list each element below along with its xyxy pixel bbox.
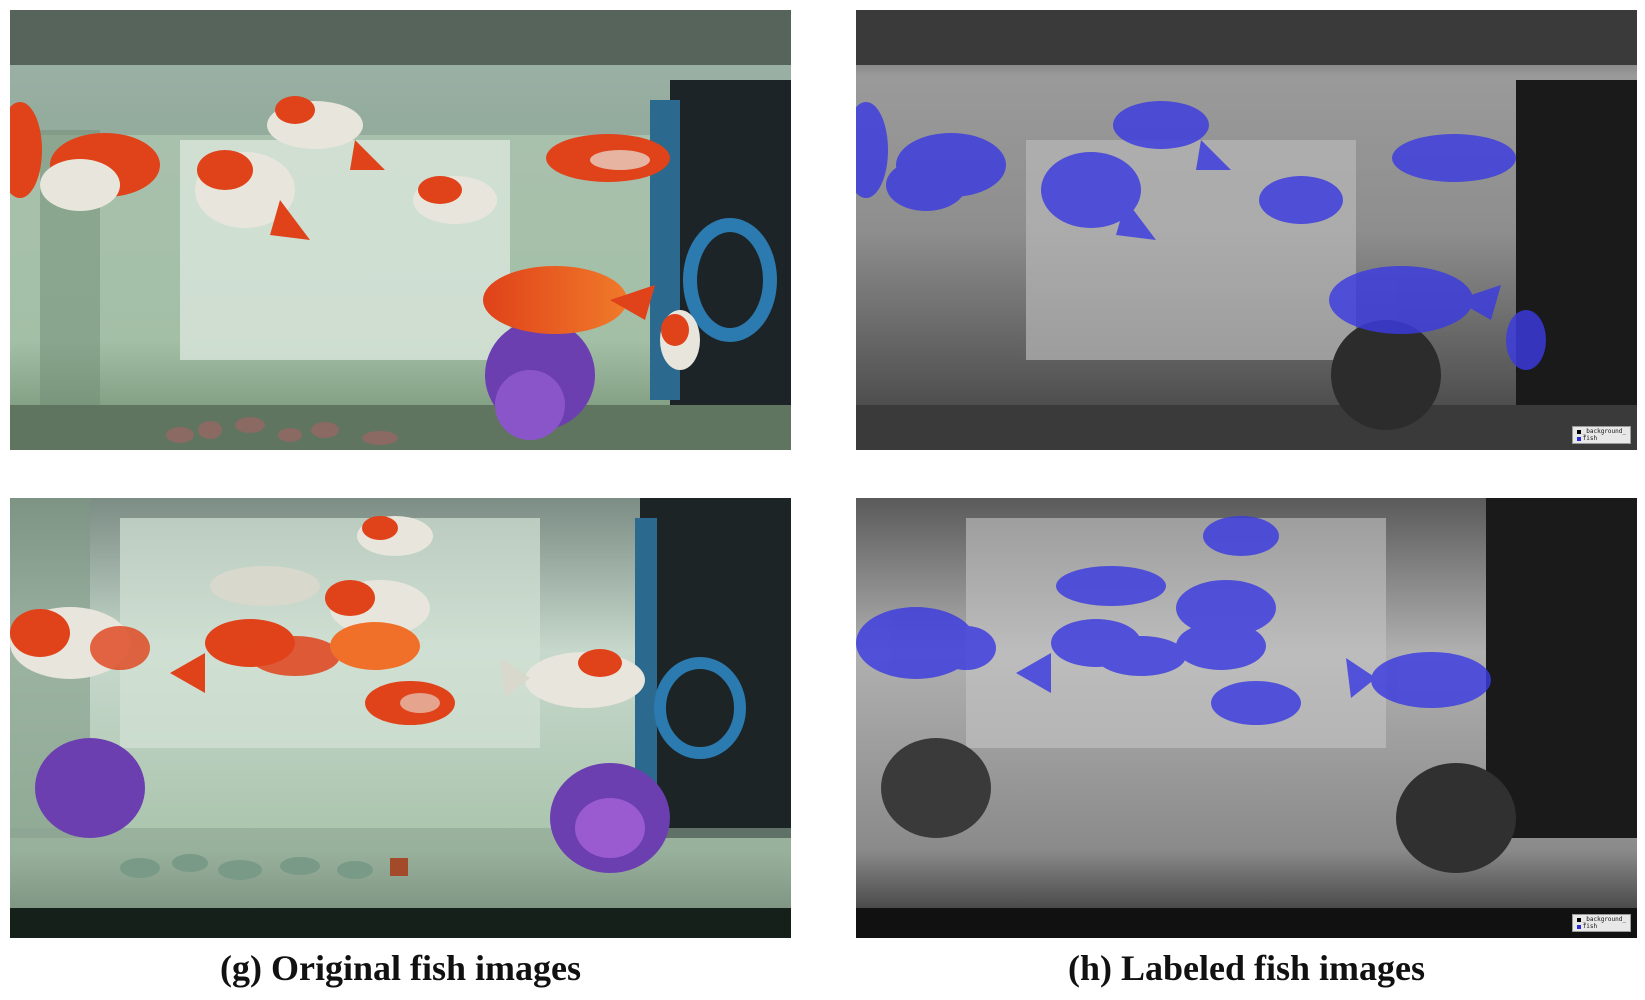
purple-plant — [485, 320, 595, 440]
original-fish-image-2 — [10, 498, 791, 938]
legend-swatch — [1576, 917, 1581, 922]
legend-swatch — [1576, 429, 1581, 434]
legend-item: fish — [1576, 923, 1626, 930]
goldfish-group — [10, 516, 645, 725]
caption-labeled: (h) Labeled fish images — [1067, 948, 1425, 988]
legend-label: fish — [1582, 923, 1598, 930]
legend-item: fish — [1576, 435, 1626, 442]
aquarium-photo-2 — [10, 498, 791, 938]
legend-swatch — [1576, 436, 1581, 441]
original-fish-image-1 — [10, 10, 791, 450]
legend-item: _background_ — [1576, 916, 1626, 923]
labeled-fish-image-2: _background_ fish — [856, 498, 1637, 938]
legend-label: _background_ — [1582, 428, 1626, 435]
purple-plants — [35, 738, 670, 873]
labeled-fish-image-1: _background_ fish — [856, 10, 1637, 450]
legend-label: _background_ — [1582, 916, 1626, 923]
caption-original: (g) Original fish images — [220, 948, 581, 988]
legend-swatch — [1576, 924, 1581, 929]
labeled-aquarium-photo-2 — [856, 498, 1637, 938]
fish-masks — [856, 516, 1491, 725]
label-legend: _background_ fish — [1571, 914, 1631, 932]
fish-masks — [856, 101, 1546, 370]
legend-item: _background_ — [1576, 428, 1626, 435]
legend-label: fish — [1582, 435, 1598, 442]
aquarium-photo-1 — [10, 10, 791, 450]
label-legend: _background_ fish — [1571, 426, 1631, 444]
goldfish-group — [10, 96, 700, 370]
labeled-aquarium-photo-1 — [856, 10, 1637, 450]
